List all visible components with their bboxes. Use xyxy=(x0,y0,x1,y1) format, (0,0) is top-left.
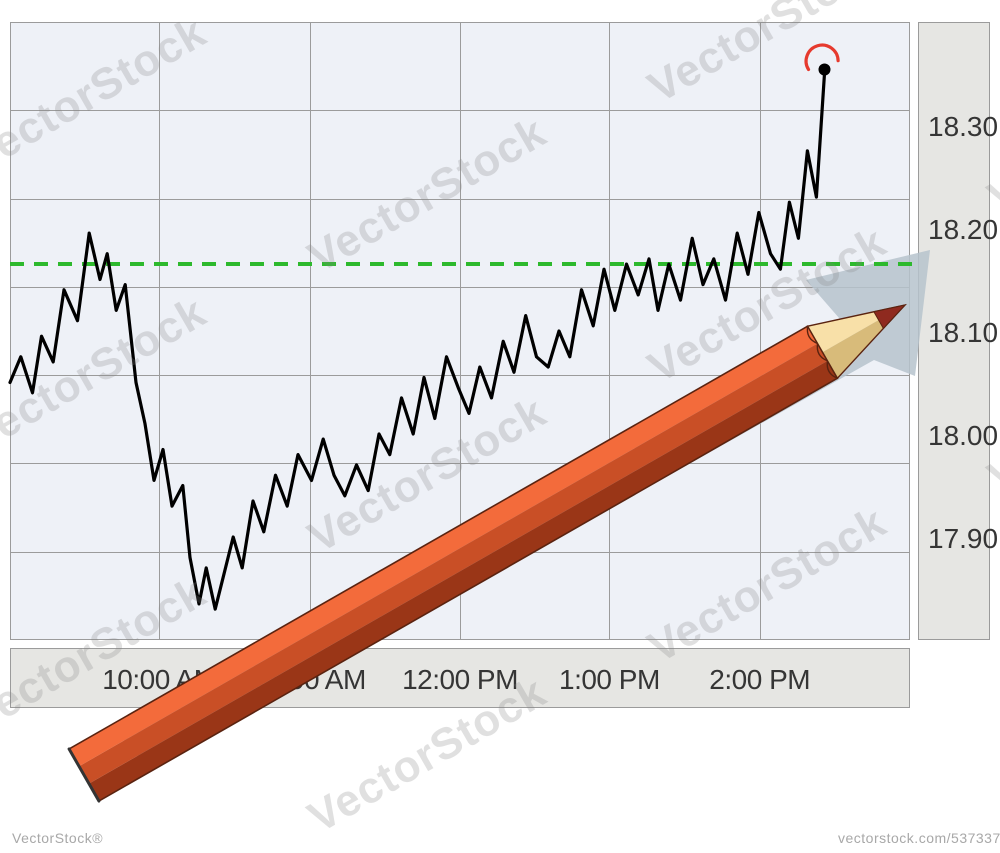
y-tick-label: 18.20 xyxy=(928,214,998,246)
grid-line-vertical xyxy=(159,22,160,640)
grid-line-vertical xyxy=(460,22,461,640)
x-tick-label: 1:00 PM xyxy=(559,664,660,696)
grid-line-vertical xyxy=(609,22,610,640)
x-tick-label: 12:00 PM xyxy=(402,664,518,696)
grid-line-vertical xyxy=(310,22,311,640)
x-tick-label: 10:00 AM xyxy=(102,664,216,696)
x-tick-label: 11:00 AM xyxy=(254,664,366,696)
y-tick-label: 18.30 xyxy=(928,111,998,143)
watermark-text: VectorStock xyxy=(300,0,555,3)
credit-brand: VectorStock® xyxy=(12,830,103,846)
credit-id: vectorstock.com/537337 xyxy=(838,830,1000,846)
grid-line-horizontal xyxy=(10,287,910,288)
y-tick-label: 17.90 xyxy=(928,523,998,555)
grid-line-vertical xyxy=(760,22,761,640)
x-tick-label: 2:00 PM xyxy=(709,664,810,696)
grid-line-horizontal xyxy=(10,199,910,200)
chart-stage: 18.30 18.20 18.10 18.00 17.90 10:00 AM 11:00 … xyxy=(0,0,1000,853)
grid-line-horizontal xyxy=(10,463,910,464)
y-tick-label: 18.00 xyxy=(928,420,998,452)
grid-line-horizontal xyxy=(10,375,910,376)
grid-line-horizontal xyxy=(10,552,910,553)
y-tick-label: 18.10 xyxy=(928,317,998,349)
grid-line-horizontal xyxy=(10,110,910,111)
